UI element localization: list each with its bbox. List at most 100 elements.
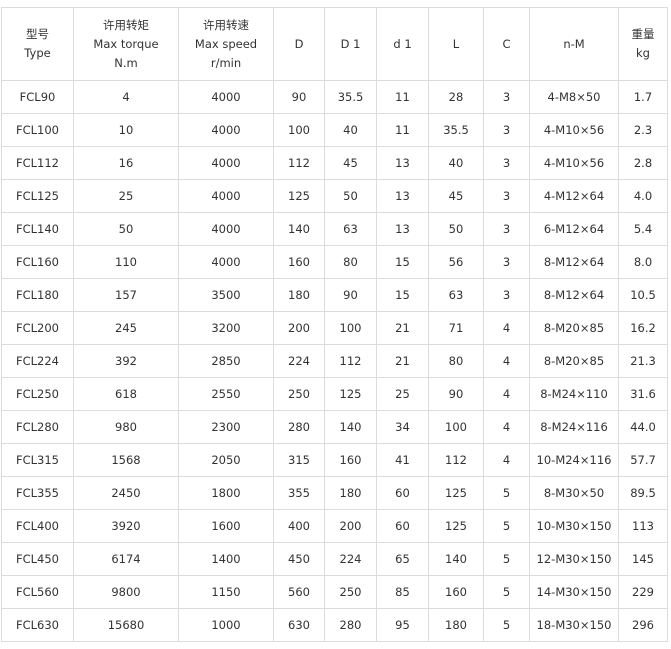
cell-max-speed: 1150 (178, 575, 274, 609)
cell-c: 3 (483, 80, 530, 114)
cell-d1-small: 11 (376, 80, 429, 114)
table-row: FCL400 3920 1600 400 200 60 125 5 10-M30×150 113 (1, 509, 668, 543)
cell-n-m: 8-M12×64 (529, 245, 619, 279)
table-row: FCL100 10 4000 100 40 11 35.5 3 4-M10×56 2.3 (1, 113, 668, 147)
header-c: C (483, 7, 530, 81)
cell-d1: 45 (324, 146, 377, 180)
cell-d1: 280 (324, 608, 377, 642)
cell-max-speed: 4000 (178, 146, 274, 180)
cell-weight: 229 (618, 575, 668, 609)
cell-max-speed: 1800 (178, 476, 274, 510)
table-row: FCL630 15680 1000 630 280 95 180 5 18-M30×150 296 (1, 608, 668, 642)
header-row: 型号 Type 许用转矩 Max torque N.m 许用转速 Max speed r/mi… (1, 7, 668, 81)
table-row: FCL560 9800 1150 560 250 85 160 5 14-M30×150 229 (1, 575, 668, 609)
cell-d1-small: 34 (376, 410, 429, 444)
cell-c: 5 (483, 575, 530, 609)
cell-l: 50 (428, 212, 484, 246)
cell-type: FCL250 (1, 377, 74, 411)
header-line: r/min (210, 55, 242, 70)
cell-type: FCL280 (1, 410, 74, 444)
cell-n-m: 8-M20×85 (529, 344, 619, 378)
cell-max-speed: 3200 (178, 311, 274, 345)
cell-weight: 10.5 (618, 278, 668, 312)
table-row: FCL140 50 4000 140 63 13 50 3 6-M12×64 5.4 (1, 212, 668, 246)
cell-weight: 5.4 (618, 212, 668, 246)
cell-d: 400 (273, 509, 325, 543)
header-line: L (452, 36, 460, 51)
cell-d: 315 (273, 443, 325, 477)
cell-d1: 40 (324, 113, 377, 147)
header-line: 型号 (26, 27, 49, 41)
table-row: FCL355 2450 1800 355 180 60 125 5 8-M30×50 89.5 (1, 476, 668, 510)
cell-l: 28 (428, 80, 484, 114)
cell-weight: 145 (618, 542, 668, 576)
cell-d1-small: 15 (376, 245, 429, 279)
cell-d1-small: 13 (376, 179, 429, 213)
cell-d1: 50 (324, 179, 377, 213)
table-row: FCL200 245 3200 200 100 21 71 4 8-M20×85 16.2 (1, 311, 668, 345)
cell-d1: 200 (324, 509, 377, 543)
cell-c: 3 (483, 113, 530, 147)
cell-l: 180 (428, 608, 484, 642)
table-row: FCL280 980 2300 280 140 34 100 4 8-M24×116 44.0 (1, 410, 668, 444)
cell-c: 4 (483, 311, 530, 345)
cell-n-m: 4-M8×50 (529, 80, 619, 114)
cell-n-m: 14-M30×150 (529, 575, 619, 609)
cell-max-speed: 2050 (178, 443, 274, 477)
header-line: N.m (114, 55, 138, 70)
cell-max-speed: 4000 (178, 179, 274, 213)
header-line: D 1 (340, 36, 361, 51)
cell-d: 250 (273, 377, 325, 411)
cell-d1: 80 (324, 245, 377, 279)
cell-weight: 16.2 (618, 311, 668, 345)
cell-max-torque: 618 (73, 377, 179, 411)
cell-c: 4 (483, 377, 530, 411)
header-line: Max speed (194, 36, 258, 51)
cell-n-m: 4-M10×56 (529, 146, 619, 180)
cell-type: FCL450 (1, 542, 74, 576)
cell-d1-small: 85 (376, 575, 429, 609)
table-row: FCL450 6174 1400 450 224 65 140 5 12-M30×150 145 (1, 542, 668, 576)
cell-weight: 8.0 (618, 245, 668, 279)
cell-l: 125 (428, 476, 484, 510)
cell-c: 3 (483, 146, 530, 180)
cell-max-torque: 15680 (73, 608, 179, 642)
cell-d: 560 (273, 575, 325, 609)
cell-max-speed: 2850 (178, 344, 274, 378)
cell-d1-small: 65 (376, 542, 429, 576)
header-line: Max torque (93, 36, 159, 51)
cell-type: FCL180 (1, 278, 74, 312)
cell-max-torque: 16 (73, 146, 179, 180)
cell-d: 200 (273, 311, 325, 345)
cell-c: 4 (483, 344, 530, 378)
cell-weight: 296 (618, 608, 668, 642)
cell-type: FCL630 (1, 608, 74, 642)
cell-max-torque: 9800 (73, 575, 179, 609)
cell-type: FCL140 (1, 212, 74, 246)
cell-d1-small: 21 (376, 311, 429, 345)
header-n-m: n-M (529, 7, 619, 81)
cell-max-torque: 25 (73, 179, 179, 213)
cell-weight: 113 (618, 509, 668, 543)
cell-n-m: 18-M30×150 (529, 608, 619, 642)
cell-d1-small: 13 (376, 212, 429, 246)
cell-d: 280 (273, 410, 325, 444)
cell-n-m: 4-M10×56 (529, 113, 619, 147)
cell-d: 224 (273, 344, 325, 378)
cell-max-torque: 980 (73, 410, 179, 444)
cell-d1: 250 (324, 575, 377, 609)
cell-l: 140 (428, 542, 484, 576)
cell-n-m: 8-M24×110 (529, 377, 619, 411)
cell-max-torque: 50 (73, 212, 179, 246)
table-row: FCL224 392 2850 224 112 21 80 4 8-M20×85 21.3 (1, 344, 668, 378)
header-line: 重量 (631, 27, 655, 41)
cell-type: FCL400 (1, 509, 74, 543)
table-row: FCL180 157 3500 180 90 15 63 3 8-M12×64 10.5 (1, 278, 668, 312)
cell-c: 3 (483, 245, 530, 279)
cell-max-speed: 1600 (178, 509, 274, 543)
cell-d: 90 (273, 80, 325, 114)
cell-l: 35.5 (428, 113, 484, 147)
cell-d1: 180 (324, 476, 377, 510)
cell-max-torque: 245 (73, 311, 179, 345)
cell-d1: 100 (324, 311, 377, 345)
